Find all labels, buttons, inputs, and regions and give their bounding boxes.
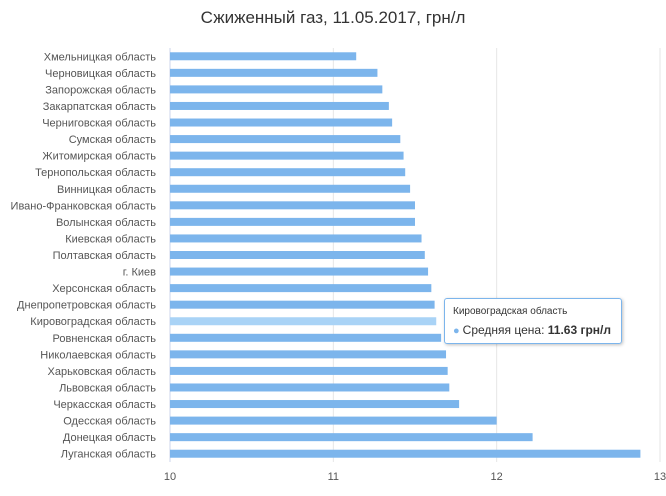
bar[interactable] [170, 151, 404, 160]
category-label: Житомирская область [42, 151, 156, 163]
category-label: Черкасская область [53, 399, 156, 411]
bar[interactable] [170, 350, 447, 359]
bar[interactable] [170, 68, 378, 77]
tooltip-title: Кировоградская область [453, 306, 568, 317]
category-label: Тернопольская область [35, 167, 156, 179]
category-label: Полтавская область [53, 250, 157, 262]
category-label: Львовская область [59, 382, 156, 394]
x-tick-label: 11 [328, 471, 339, 483]
bar[interactable] [170, 118, 393, 127]
bar[interactable] [170, 267, 429, 276]
x-tick-label: 12 [491, 471, 503, 483]
bar[interactable] [170, 251, 425, 259]
category-label: г. Киев [123, 267, 156, 279]
category-label: Донецкая область [63, 432, 156, 444]
bar[interactable] [170, 416, 497, 425]
chart-title: Сжиженный газ, 11.05.2017, грн/л [200, 8, 466, 27]
bar[interactable] [170, 101, 389, 110]
bar[interactable] [170, 383, 450, 392]
bar[interactable] [170, 184, 411, 193]
category-label: Ивано-Франковская область [11, 200, 157, 212]
bar[interactable] [170, 433, 533, 442]
bar[interactable] [170, 284, 432, 293]
bar[interactable] [170, 234, 422, 243]
bar[interactable] [170, 168, 406, 177]
bar[interactable] [170, 135, 401, 144]
bar[interactable] [170, 217, 415, 226]
category-label: Николаевская область [40, 349, 156, 361]
category-label: Сумская область [69, 134, 157, 146]
category-label: Одесская область [63, 416, 156, 428]
bar[interactable] [170, 52, 357, 61]
tooltip-series-label: Средняя цена: [462, 323, 545, 337]
category-label: Волынская область [56, 217, 156, 229]
bar[interactable] [170, 317, 437, 326]
x-tick-label: 13 [654, 471, 666, 483]
bar[interactable] [170, 366, 448, 375]
bar[interactable] [170, 333, 442, 342]
category-label: Херсонская область [52, 283, 156, 295]
tooltip-row: ● Средняя цена: 11.63 грн/л [453, 323, 611, 337]
bar[interactable] [170, 300, 435, 309]
bar[interactable] [170, 449, 641, 458]
category-label: Луганская область [61, 449, 156, 461]
category-label: Черновицкая область [45, 68, 156, 80]
category-label: Запорожская область [45, 84, 156, 96]
category-label: Ровненская область [53, 333, 157, 345]
tooltip-value: 11.63 грн/л [547, 323, 611, 337]
x-tick-label: 10 [164, 471, 176, 483]
category-label: Винницкая область [57, 184, 156, 196]
tooltip: Кировоградская область ● Средняя цена: 11… [444, 298, 622, 344]
category-label: Черниговская область [42, 118, 156, 130]
category-label: Харьковская область [48, 366, 157, 378]
bar[interactable] [170, 85, 383, 94]
category-label: Закарпатская область [43, 101, 156, 113]
bar[interactable] [170, 400, 460, 409]
category-label: Днепропетровская область [17, 300, 156, 312]
category-label: Хмельницкая область [44, 51, 157, 63]
category-label: Киевская область [65, 233, 156, 245]
series-dot-icon: ● [453, 325, 460, 337]
category-label: Кировоградская область [30, 316, 156, 328]
bar[interactable] [170, 201, 415, 210]
